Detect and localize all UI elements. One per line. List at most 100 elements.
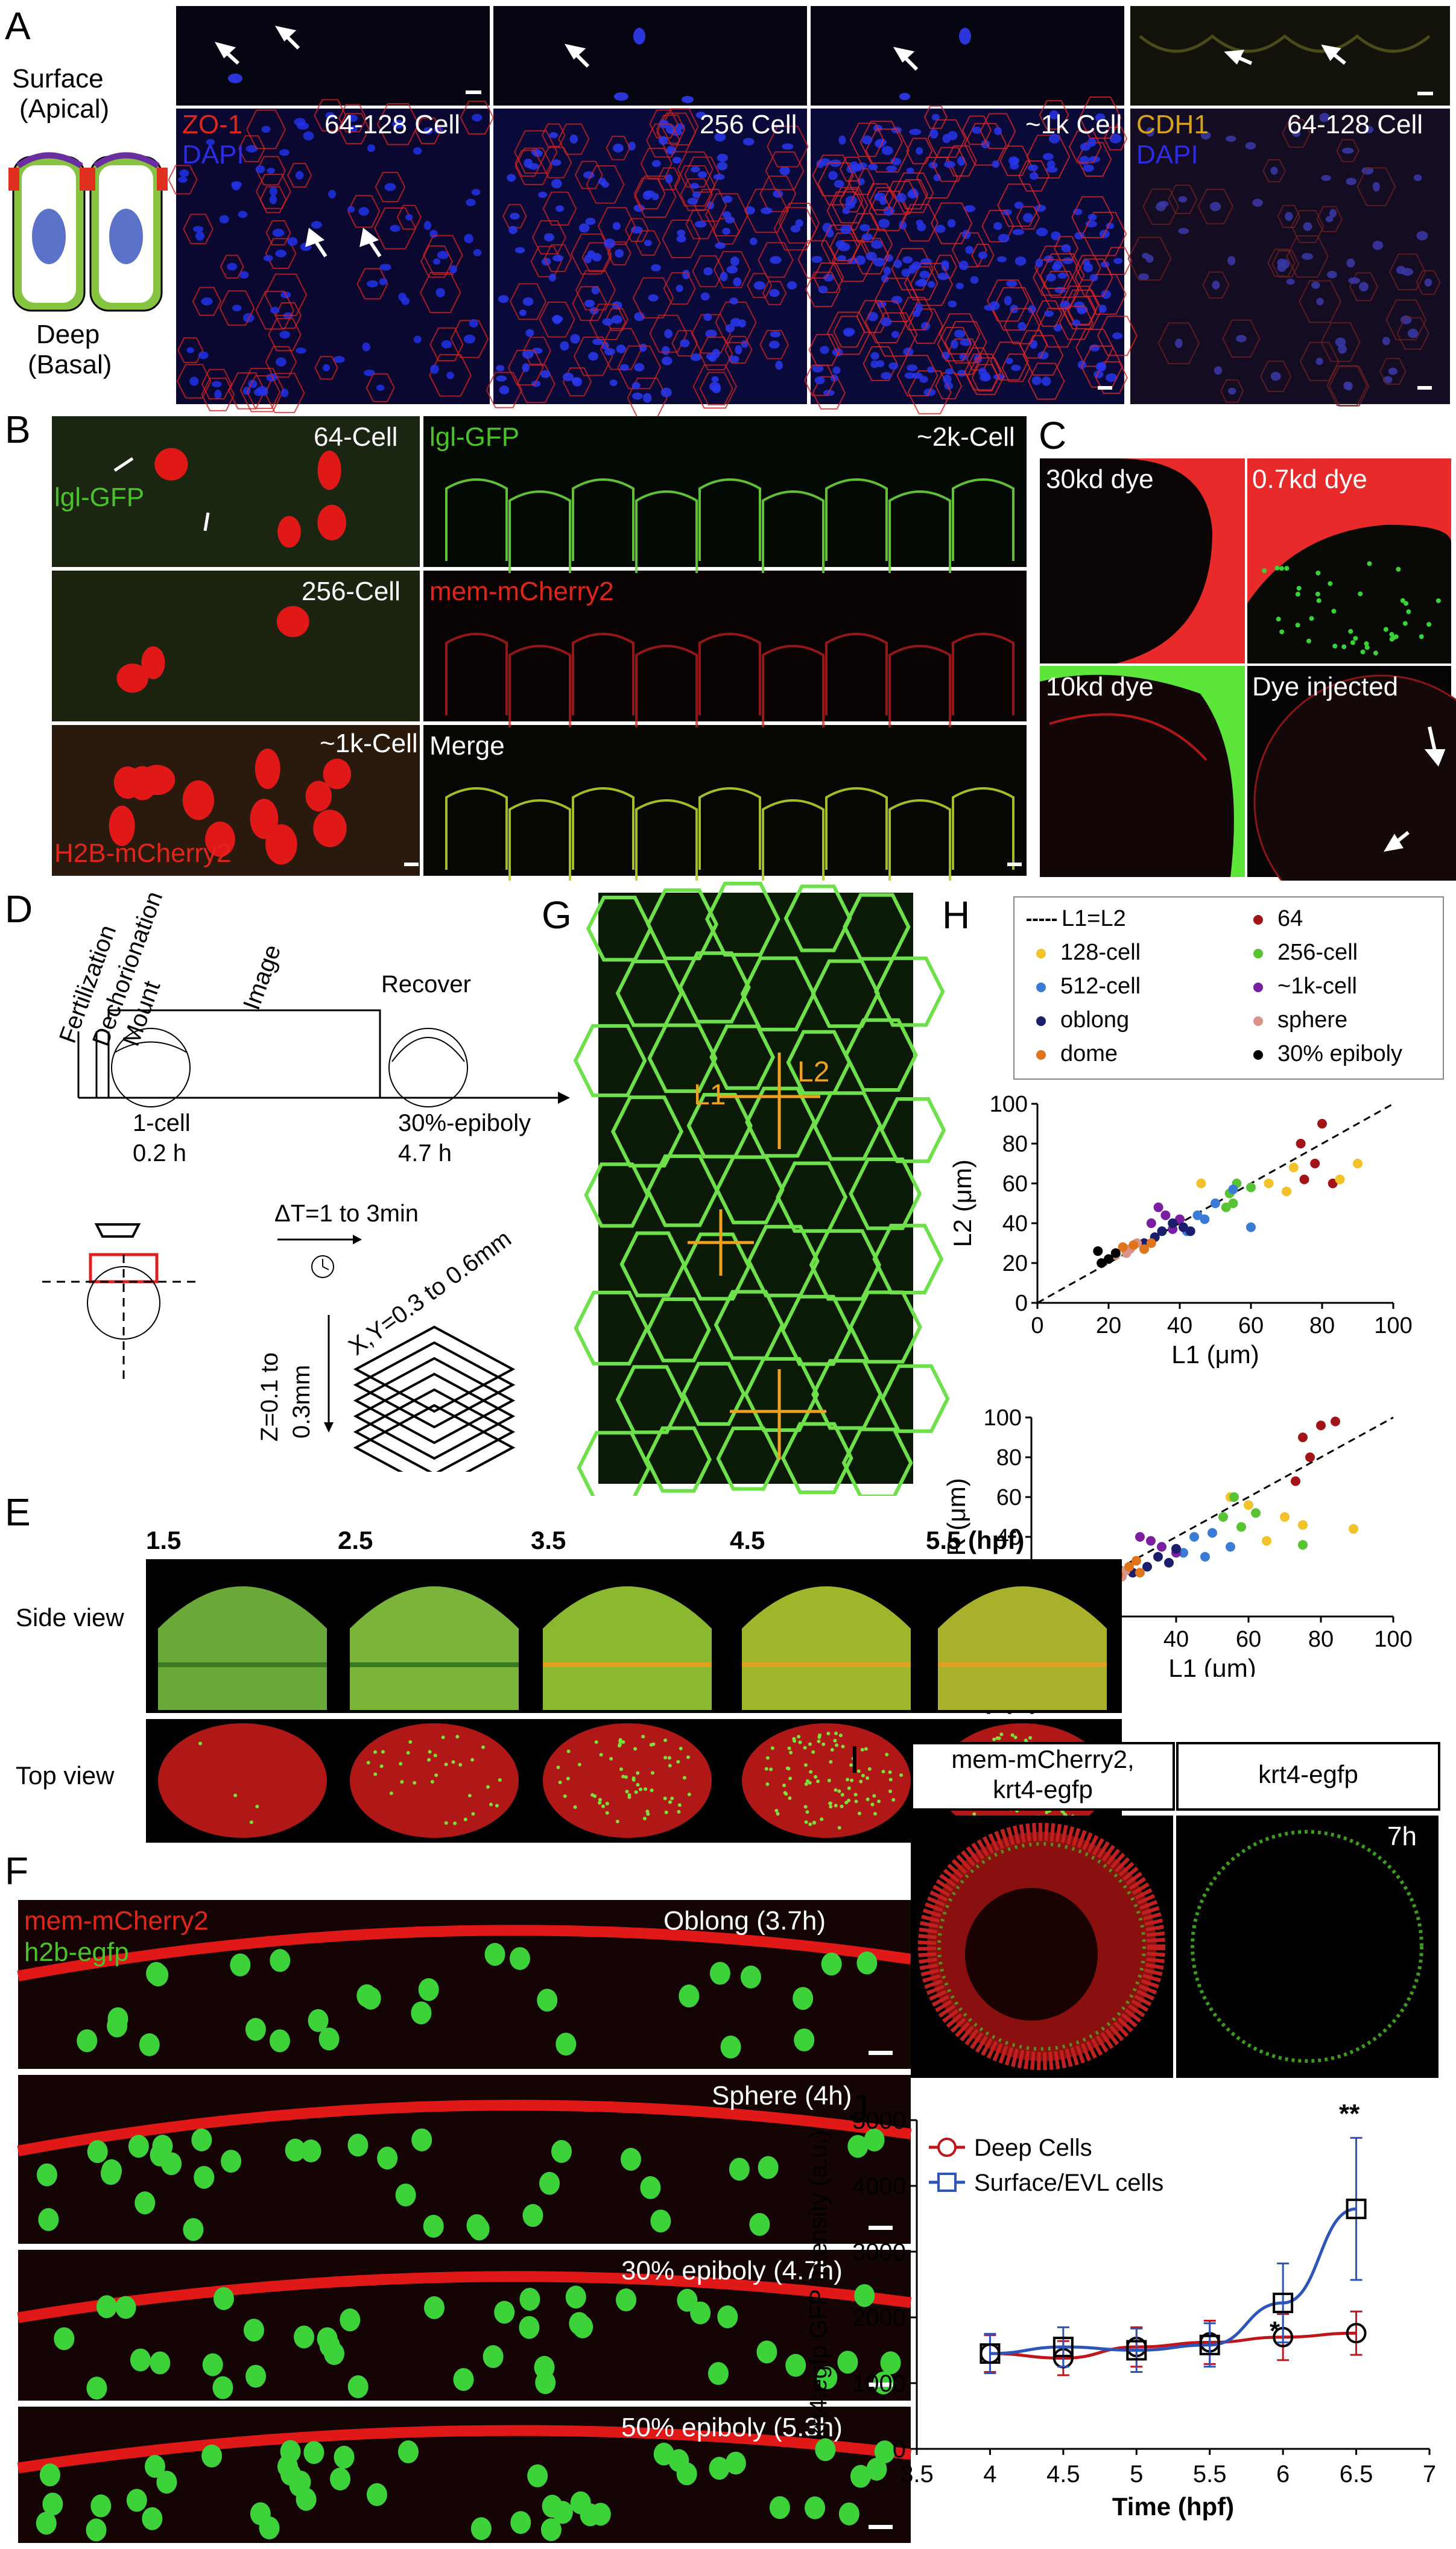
dot xyxy=(1348,629,1353,634)
panel-a-label: A xyxy=(5,4,31,48)
nucleus xyxy=(423,2214,444,2238)
nucleus xyxy=(970,276,979,284)
top-nucleus xyxy=(846,1778,850,1782)
nucleus xyxy=(469,319,478,328)
panel-a-side-3 xyxy=(811,6,1124,106)
top-nucleus xyxy=(835,1743,839,1747)
nucleus xyxy=(377,2146,398,2170)
nucleus xyxy=(109,805,135,846)
nucleus xyxy=(1335,337,1346,347)
nucleus xyxy=(36,2163,57,2186)
junction xyxy=(530,245,562,277)
nucleus xyxy=(1348,277,1361,284)
dot xyxy=(1353,636,1358,641)
data-point xyxy=(1192,1210,1203,1220)
nucleus xyxy=(615,249,624,258)
data-point xyxy=(1305,1452,1315,1462)
junction xyxy=(572,286,607,321)
cell-outline xyxy=(698,633,761,715)
nucleus xyxy=(39,2463,60,2487)
junction xyxy=(509,283,547,320)
data-point xyxy=(1291,1476,1300,1486)
top-nucleus xyxy=(792,1737,796,1741)
nucleus xyxy=(527,2464,548,2487)
nucleus xyxy=(36,2512,57,2535)
nucleus xyxy=(816,160,825,168)
nucleus xyxy=(787,281,797,290)
top-nucleus xyxy=(834,1731,838,1735)
top-nucleus xyxy=(558,1781,562,1785)
x-tick-label: 60 xyxy=(1238,1313,1264,1338)
nucleus xyxy=(362,342,370,352)
junction xyxy=(543,244,572,273)
dot xyxy=(1331,609,1337,614)
nucleus xyxy=(276,606,309,638)
legend-label: Surface/EVL cells xyxy=(974,2170,1163,2196)
top-nucleus xyxy=(566,1749,571,1753)
panel-i-label: I xyxy=(849,1738,860,1781)
nucleus xyxy=(992,160,1000,168)
nucleus xyxy=(555,2032,577,2056)
nucleus xyxy=(729,297,739,305)
data-point xyxy=(1052,2337,1074,2358)
nucleus xyxy=(1138,273,1149,281)
dot xyxy=(1373,650,1378,656)
nucleus xyxy=(1014,256,1027,266)
data-point xyxy=(1160,1210,1171,1220)
cell xyxy=(615,1365,685,1434)
y-tick-label: 100 xyxy=(984,1405,1022,1431)
junction xyxy=(1036,300,1063,327)
nucleus xyxy=(850,2465,871,2488)
f-row-2 xyxy=(17,2271,912,2400)
junction xyxy=(606,136,631,160)
cell xyxy=(647,1023,718,1094)
top-nucleus xyxy=(486,1785,490,1789)
junction xyxy=(932,147,967,182)
nucleus xyxy=(539,2171,560,2195)
top-nucleus xyxy=(641,1735,645,1739)
junction xyxy=(523,337,551,365)
nucleus xyxy=(888,362,899,370)
arrow xyxy=(113,457,134,472)
cell-outline xyxy=(508,799,571,881)
nucleus xyxy=(232,305,242,312)
side-embryo xyxy=(158,1586,327,1710)
nucleus xyxy=(633,204,645,212)
junction xyxy=(1282,119,1311,148)
junction xyxy=(680,178,713,211)
nucleus xyxy=(423,221,432,230)
x-tick-label: 80 xyxy=(1309,1313,1335,1338)
nucleus xyxy=(940,260,949,267)
top-nucleus xyxy=(663,1738,668,1743)
dot xyxy=(1396,566,1401,572)
nucleus xyxy=(619,364,629,371)
top-nucleus xyxy=(467,1793,472,1797)
nucleus xyxy=(1112,332,1122,340)
data-point xyxy=(1346,2323,1367,2344)
legend-item: 30% epiboly xyxy=(1244,1041,1402,1067)
x-tick-label: 80 xyxy=(1308,1627,1334,1652)
top-nucleus xyxy=(650,1788,654,1793)
nucleus xyxy=(1388,367,1398,375)
top-nucleus xyxy=(837,1789,841,1793)
nucleus xyxy=(709,1962,730,1985)
junction xyxy=(1071,196,1114,238)
top-nucleus xyxy=(888,1789,892,1793)
x-tick-label: 40 xyxy=(1167,1313,1192,1338)
top-nucleus xyxy=(788,1776,793,1781)
side-embryo xyxy=(543,1586,712,1710)
data-point xyxy=(1146,1218,1156,1228)
top-nucleus xyxy=(649,1743,653,1747)
junction xyxy=(1316,206,1343,232)
dot xyxy=(1332,644,1338,649)
top-nucleus xyxy=(873,1812,878,1816)
nucleus xyxy=(878,218,890,228)
top-nucleus xyxy=(498,1778,502,1782)
legend-label: L1=L2 xyxy=(1062,906,1126,931)
top-nucleus xyxy=(833,1738,837,1743)
nucleus xyxy=(311,221,323,229)
top-nucleus xyxy=(885,1752,889,1756)
junction xyxy=(937,326,972,362)
nucleus xyxy=(279,149,290,156)
evl-layer xyxy=(17,2425,912,2474)
